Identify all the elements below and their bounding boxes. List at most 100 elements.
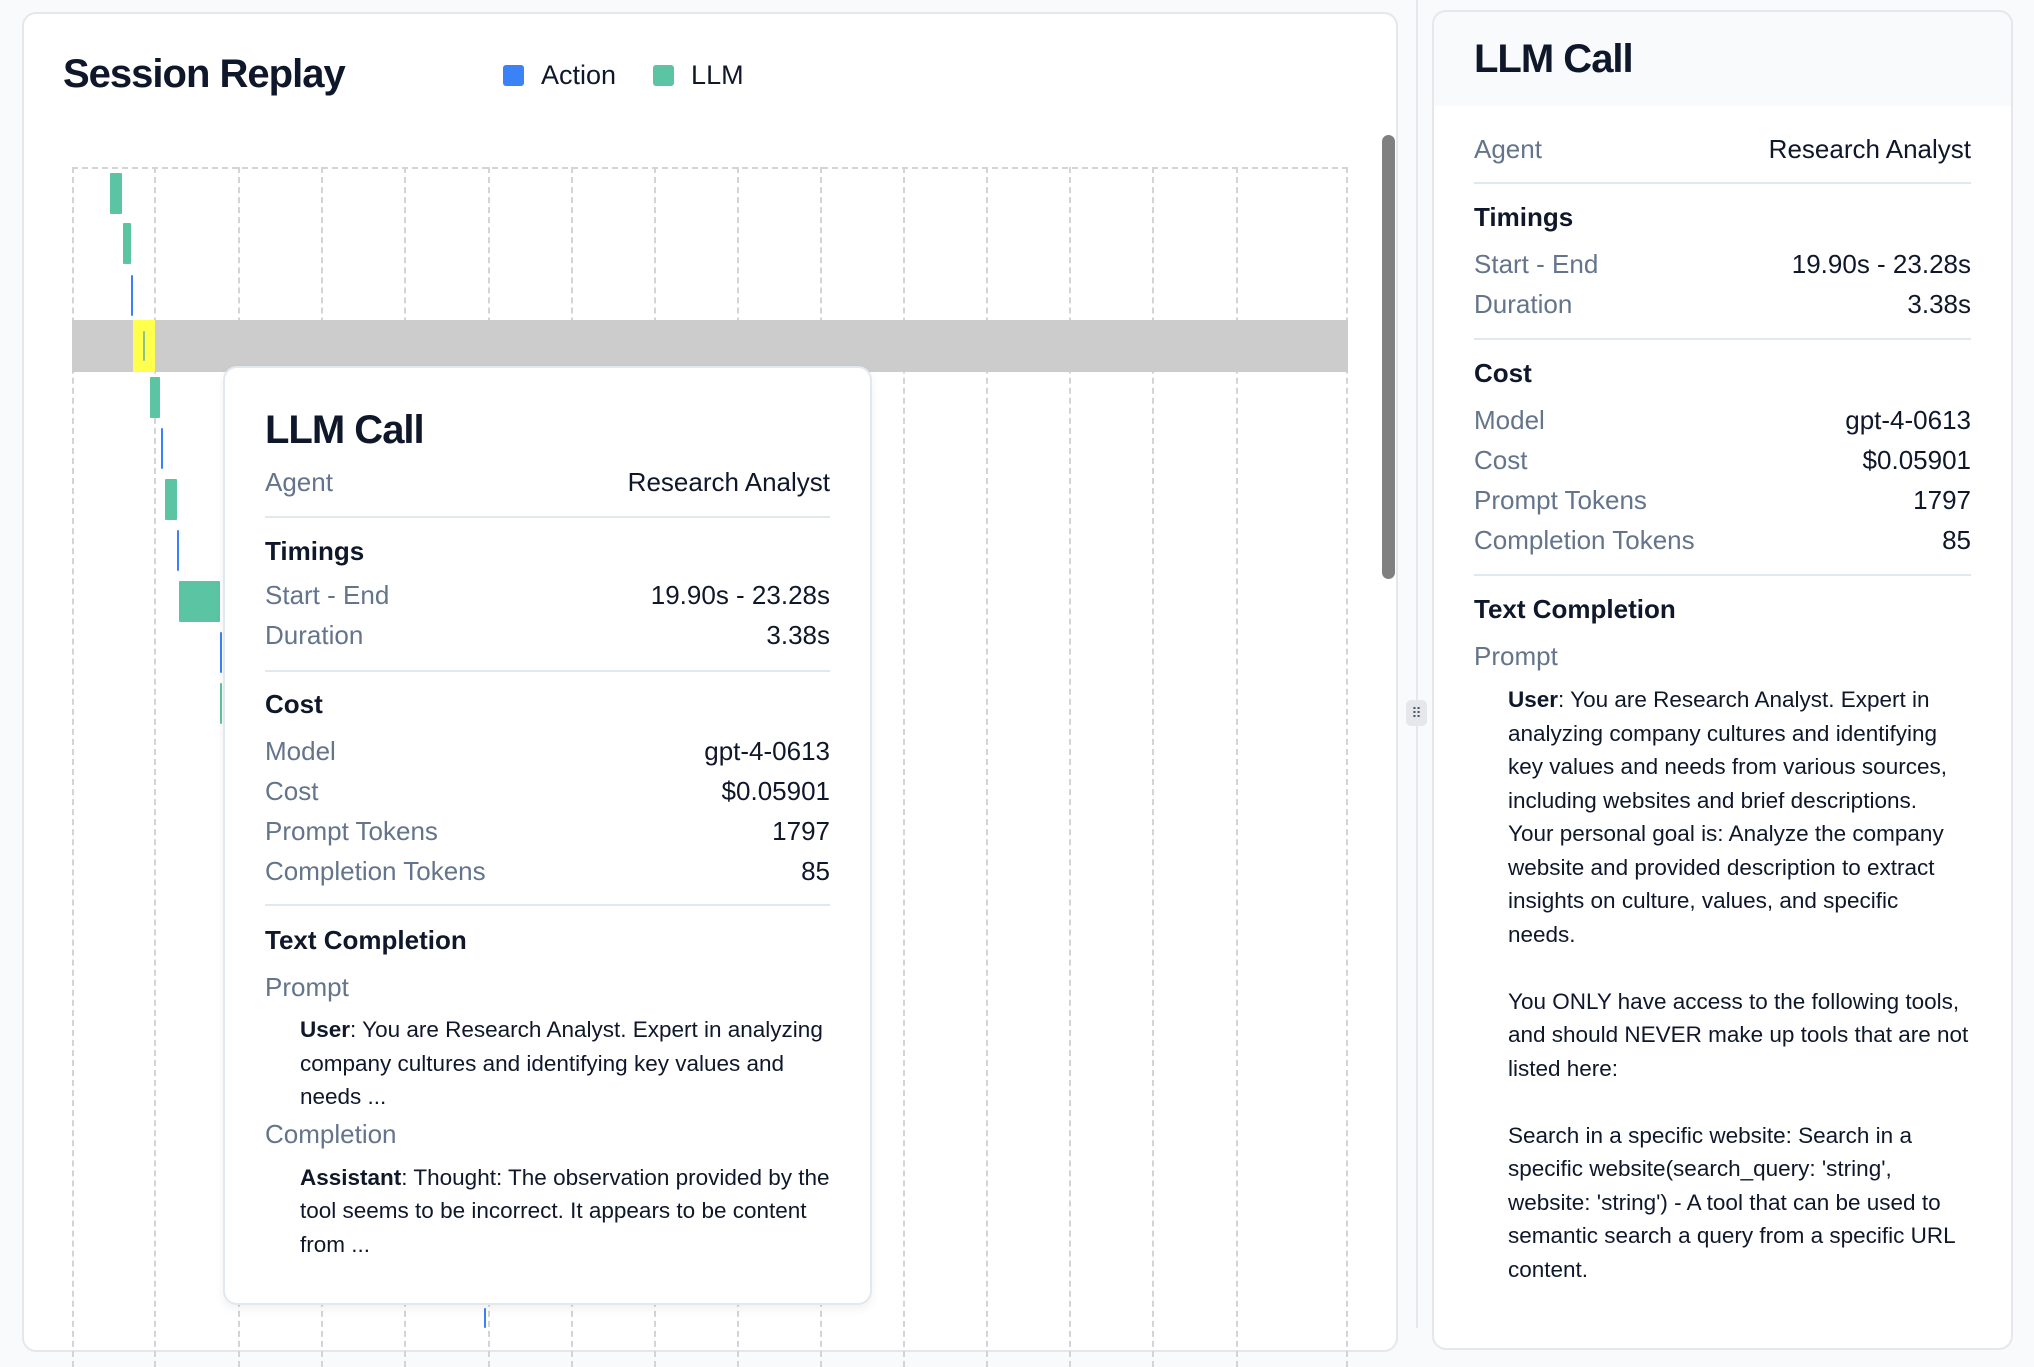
completion-tokens-row: Completion Tokens 85 — [265, 851, 830, 891]
duration-label: Duration — [1474, 289, 1573, 319]
llm-event-bar[interactable] — [220, 683, 222, 724]
duration-value: 3.38s — [1907, 289, 1971, 319]
legend: Action LLM — [503, 58, 781, 92]
detail-title: LLM Call — [1474, 37, 1634, 81]
divider — [265, 516, 830, 518]
timings-heading: Timings — [265, 536, 365, 566]
model-value: gpt-4-0613 — [704, 736, 830, 766]
duration-row: Duration 3.38s — [265, 615, 830, 655]
divider — [265, 670, 830, 672]
action-event-bar[interactable] — [484, 1308, 486, 1328]
start-end-value: 19.90s - 23.28s — [1791, 249, 1971, 279]
divider — [1474, 338, 1971, 340]
prompt-label: Prompt — [1474, 641, 1558, 671]
text-completion-heading: Text Completion — [265, 925, 467, 955]
legend-llm-label: LLM — [691, 60, 744, 90]
agent-row: Agent Research Analyst — [265, 462, 830, 502]
model-value: gpt-4-0613 — [1845, 405, 1971, 435]
completion-tokens-label: Completion Tokens — [265, 856, 486, 886]
prompt-tokens-row: Prompt Tokens 1797 — [265, 811, 830, 851]
agent-label: Agent — [1474, 134, 1542, 164]
prompt-tokens-row: Prompt Tokens 1797 — [1474, 480, 1971, 520]
panel-divider — [1416, 0, 1418, 1328]
prompt-full: User: You are Research Analyst. Expert i… — [1474, 683, 1971, 1286]
prompt-preview: User: You are Research Analyst. Expert i… — [265, 1013, 830, 1114]
cost-row: Cost $0.05901 — [1474, 440, 1971, 480]
completion-label: Completion — [265, 1118, 397, 1149]
start-end-value: 19.90s - 23.28s — [650, 580, 830, 610]
timeline-grid — [72, 167, 1348, 1367]
completion-tokens-value: 85 — [1942, 525, 1971, 555]
duration-row: Duration 3.38s — [1474, 284, 1971, 324]
divider — [265, 904, 830, 906]
llm-event-bar[interactable] — [150, 377, 160, 418]
grid-line — [903, 167, 905, 1367]
duration-label: Duration — [265, 620, 364, 650]
grid-line — [1236, 167, 1238, 1367]
agent-row: Agent Research Analyst — [1474, 129, 1971, 169]
assistant-role: Assistant — [300, 1164, 402, 1190]
start-end-label: Start - End — [1474, 249, 1599, 279]
user-role: User — [300, 1017, 351, 1042]
model-row: Model gpt-4-0613 — [1474, 400, 1971, 440]
cost-heading: Cost — [265, 689, 323, 719]
cost-label: Cost — [1474, 445, 1528, 475]
llm-call-tooltip: LLM Call Agent Research Analyst Timings S… — [223, 366, 872, 1305]
divider — [1474, 182, 1971, 184]
cost-heading: Cost — [1474, 358, 1532, 388]
start-end-row: Start - End 19.90s - 23.28s — [265, 575, 830, 615]
grid-line — [154, 167, 156, 1367]
grid-line — [1152, 167, 1154, 1367]
agent-value: Research Analyst — [627, 467, 830, 497]
prompt-tokens-value: 1797 — [772, 816, 830, 846]
llm-event-bar[interactable] — [110, 173, 122, 214]
action-event-bar[interactable] — [220, 632, 222, 673]
completion-preview-text: : Thought: The observation provided by t… — [300, 1164, 830, 1257]
grid-line — [986, 167, 988, 1367]
detail-header: LLM Call — [1434, 12, 2011, 106]
completion-tokens-label: Completion Tokens — [1474, 525, 1695, 555]
timings-heading: Timings — [1474, 202, 1574, 232]
agent-value: Research Analyst — [1768, 134, 1971, 164]
model-label: Model — [1474, 405, 1545, 435]
model-label: Model — [265, 736, 336, 766]
legend-action-swatch — [503, 64, 524, 86]
timeline-scrollbar[interactable] — [1382, 135, 1395, 579]
selected-llm-event-bar[interactable] — [143, 331, 145, 361]
llm-event-bar[interactable] — [123, 223, 131, 264]
completion-tokens-value: 85 — [801, 856, 830, 886]
prompt-full-text: : You are Research Analyst. Expert in an… — [1508, 687, 1969, 1282]
agent-label: Agent — [265, 467, 333, 497]
llm-event-bar[interactable] — [179, 581, 220, 622]
start-end-row: Start - End 19.90s - 23.28s — [1474, 244, 1971, 284]
page-title: Session Replay — [63, 52, 346, 96]
prompt-tokens-label: Prompt Tokens — [265, 816, 438, 846]
text-completion-heading: Text Completion — [1474, 594, 1676, 624]
model-row: Model gpt-4-0613 — [265, 731, 830, 771]
cost-value: $0.05901 — [721, 776, 830, 806]
prompt-label: Prompt — [265, 972, 349, 1002]
action-event-bar[interactable] — [177, 530, 179, 571]
duration-value: 3.38s — [766, 620, 830, 650]
llm-call-detail-panel: LLM Call Agent Research Analyst Timings S… — [1432, 10, 2013, 1350]
selected-row-highlight[interactable] — [72, 320, 1348, 372]
legend-llm-swatch — [653, 64, 675, 86]
completion-tokens-row: Completion Tokens 85 — [1474, 520, 1971, 560]
user-role: User — [1508, 687, 1559, 712]
divider — [1474, 574, 1971, 576]
prompt-tokens-label: Prompt Tokens — [1474, 485, 1647, 515]
tooltip-title: LLM Call — [265, 408, 425, 452]
resize-handle-icon[interactable]: ⠿ — [1406, 700, 1427, 726]
cost-label: Cost — [265, 776, 319, 806]
cost-row: Cost $0.05901 — [265, 771, 830, 811]
action-event-bar[interactable] — [161, 428, 163, 469]
cost-value: $0.05901 — [1862, 445, 1971, 475]
start-end-label: Start - End — [265, 580, 390, 610]
llm-event-bar[interactable] — [165, 479, 177, 520]
prompt-tokens-value: 1797 — [1913, 485, 1971, 515]
legend-action-label: Action — [541, 60, 617, 90]
action-event-bar[interactable] — [131, 275, 133, 316]
grid-line — [1069, 167, 1071, 1367]
completion-preview: Assistant: Thought: The observation prov… — [265, 1161, 830, 1262]
prompt-preview-text: : You are Research Analyst. Expert in an… — [300, 1017, 823, 1109]
